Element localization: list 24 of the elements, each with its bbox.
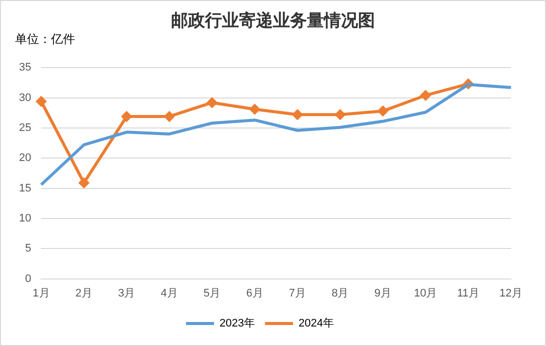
y-tick-label: 10: [18, 212, 32, 224]
x-tick-label: 8月: [332, 287, 349, 300]
legend-label: 2024年: [298, 318, 334, 330]
x-tick-label: 5月: [203, 287, 221, 300]
y-tick-label: 35: [18, 62, 32, 74]
y-axis-title: 单位：亿件: [15, 31, 75, 48]
y-tick-label: 30: [18, 92, 32, 104]
y-tick-label: 20: [18, 152, 32, 164]
x-tick-label: 10月: [414, 287, 438, 300]
legend-label: 2023年: [220, 318, 256, 330]
y-tick-label: 15: [18, 182, 32, 194]
x-tick-label: 3月: [118, 287, 136, 300]
x-tick-label: 1月: [32, 287, 50, 300]
x-tick-label: 9月: [374, 287, 392, 300]
x-tick-label: 2月: [75, 287, 93, 300]
y-tick-label: 25: [18, 122, 32, 134]
x-tick-label: 12月: [499, 287, 523, 300]
y-tick-label: 5: [25, 242, 32, 255]
x-tick-label: 11月: [457, 287, 480, 300]
x-tick-label: 7月: [288, 287, 306, 300]
y-tick-label: 0: [25, 272, 32, 285]
chart-title: 邮政行业寄递业务量情况图: [170, 10, 376, 32]
x-tick-label: 6月: [246, 287, 264, 300]
x-tick-label: 4月: [160, 287, 178, 300]
